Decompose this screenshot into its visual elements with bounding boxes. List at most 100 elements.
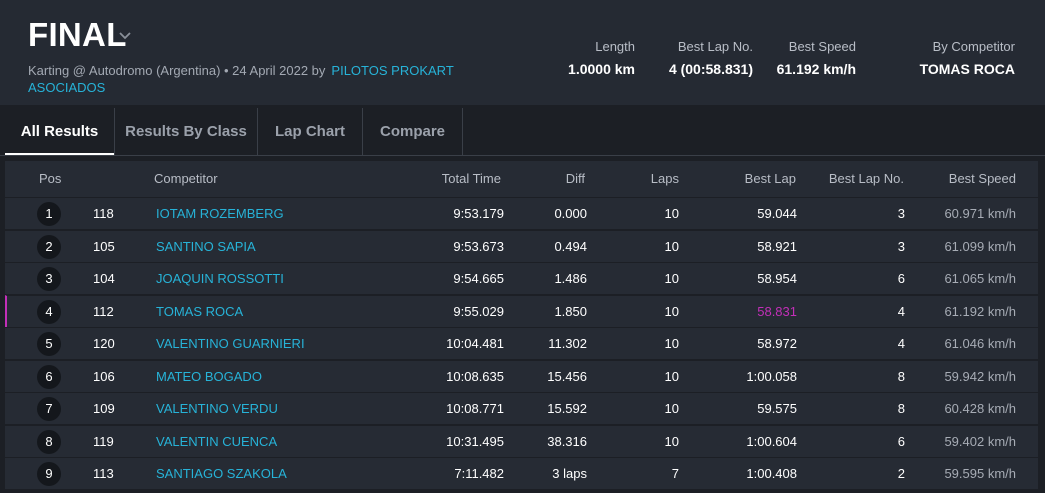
col-laps[interactable]: Laps	[650, 171, 679, 186]
session-subtitle: Karting @ Autodromo (Argentina) • 24 Apr…	[28, 62, 468, 96]
kart-number: 104	[93, 271, 115, 286]
total-time: 10:08.635	[446, 368, 504, 384]
diff-value: 15.456	[547, 368, 587, 384]
tab-compare[interactable]: Compare	[379, 123, 446, 140]
best-speed-value: 61.046 km/h	[944, 336, 1016, 351]
stat-best-lap-no-value: 4 (00:58.831)	[668, 61, 753, 77]
competitor-link[interactable]: JOAQUIN ROSSOTTI	[156, 271, 284, 286]
chevron-down-icon[interactable]	[118, 28, 132, 42]
table-row[interactable]: 2 105 SANTINO SAPIA 9:53.673 0.494 10 58.921 3 6…	[5, 229, 1038, 262]
position-badge: 1	[37, 202, 61, 226]
table-row[interactable]: 1 118 IOTAM ROZEMBERG 9:53.179 0.000 10 59.044…	[5, 197, 1038, 229]
stat-length-label: Length	[595, 39, 635, 54]
table-row[interactable]: 7 109 VALENTINO VERDU 10:08.771 15.592 10 59.5…	[5, 392, 1038, 424]
col-competitor[interactable]: Competitor	[154, 171, 218, 186]
stat-by-competitor-value: TOMAS ROCA	[919, 61, 1015, 77]
total-time: 10:04.481	[446, 336, 504, 351]
best-lap-no-value: 4	[897, 336, 905, 351]
table-row[interactable]: 5 120 VALENTINO GUARNIERI 10:04.481 11.302 10…	[5, 327, 1038, 359]
session-header: FINAL Karting @ Autodromo (Argentina) • …	[0, 0, 1045, 105]
kart-number: 119	[93, 433, 114, 449]
tab-divider	[462, 108, 463, 155]
page-title: FINAL	[28, 16, 127, 53]
position-badge: 5	[37, 332, 61, 356]
total-time: 9:53.179	[453, 206, 504, 221]
kart-number: 112	[93, 303, 114, 319]
col-total-time[interactable]: Total Time	[441, 171, 501, 186]
col-best-lap[interactable]: Best Lap	[744, 171, 796, 186]
col-diff[interactable]: Diff	[565, 171, 585, 186]
table-row[interactable]: 6 106 MATEO BOGADO 10:08.635 15.456 10 1:00.05…	[5, 359, 1038, 392]
competitor-link[interactable]: IOTAM ROZEMBERG	[156, 206, 284, 221]
tab-results-by-class[interactable]: Results By Class	[125, 123, 247, 140]
diff-value: 0.000	[554, 206, 587, 221]
kart-number: 118	[93, 206, 114, 221]
tab-lap-chart[interactable]: Lap Chart	[274, 123, 345, 140]
total-time: 9:55.029	[453, 303, 504, 319]
competitor-link[interactable]: TOMAS ROCA	[156, 303, 244, 319]
best-lap-value: 1:00.058	[746, 368, 797, 384]
col-best-lap-no[interactable]: Best Lap No.	[828, 171, 904, 186]
position-badge: 3	[37, 267, 61, 291]
competitor-link[interactable]: SANTIAGO SZAKOLA	[156, 466, 287, 481]
best-speed-value: 61.099 km/h	[944, 238, 1016, 254]
best-lap-no-value: 6	[897, 271, 905, 286]
best-lap-value: 58.954	[757, 271, 797, 286]
total-time: 9:54.665	[453, 271, 504, 286]
organizer-link[interactable]: PILOTOS PROKART ASOCIADOS	[28, 63, 454, 95]
best-lap-value: 1:00.408	[746, 466, 797, 481]
kart-number: 105	[93, 238, 115, 254]
kart-number: 113	[93, 466, 114, 481]
results-table-header: Pos Competitor Total Time Diff Laps Best…	[5, 161, 1038, 197]
best-lap-value: 58.972	[757, 336, 797, 351]
position-badge: 2	[37, 234, 61, 259]
diff-value: 11.302	[548, 336, 587, 351]
col-pos[interactable]: Pos	[39, 171, 62, 186]
table-row[interactable]: 4 112 TOMAS ROCA 9:55.029 1.850 10 58.831 4 61.1…	[5, 294, 1038, 327]
table-row[interactable]: 9 113 SANTIAGO SZAKOLA 7:11.482 3 laps 7 1:00.…	[5, 457, 1038, 489]
best-lap-no-value: 3	[897, 206, 905, 221]
competitor-link[interactable]: MATEO BOGADO	[156, 368, 262, 384]
best-lap-no-value: 2	[897, 466, 905, 481]
laps-value: 10	[664, 303, 679, 319]
position-badge: 7	[37, 397, 61, 421]
competitor-link[interactable]: VALENTIN CUENCA	[156, 433, 278, 449]
best-lap-no-value: 4	[897, 303, 905, 319]
col-best-speed[interactable]: Best Speed	[948, 171, 1016, 186]
laps-value: 10	[664, 336, 679, 351]
total-time: 10:31.495	[446, 433, 504, 449]
best-lap-no-value: 8	[897, 368, 905, 384]
stat-best-speed: Best Speed 61.192 km/h	[777, 39, 856, 77]
table-row[interactable]: 3 104 JOAQUIN ROSSOTTI 9:54.665 1.486 10 58.95…	[5, 262, 1038, 294]
best-speed-value: 59.402 km/h	[944, 433, 1016, 449]
best-speed-value: 59.595 km/h	[944, 466, 1016, 481]
tab-all-results[interactable]: All Results	[5, 108, 114, 155]
competitor-link[interactable]: SANTINO SAPIA	[156, 238, 256, 254]
laps-value: 10	[664, 271, 679, 286]
competitor-link[interactable]: VALENTINO VERDU	[156, 401, 278, 416]
best-speed-value: 60.971 km/h	[944, 206, 1016, 221]
tabs-divider	[0, 155, 1045, 156]
laps-value: 10	[664, 238, 679, 254]
session-location-date: Karting @ Autodromo (Argentina) • 24 Apr…	[28, 63, 326, 78]
diff-value: 1.486	[554, 271, 587, 286]
stat-length: Length 1.0000 km	[568, 39, 635, 77]
tab-divider	[114, 108, 115, 155]
laps-value: 7	[671, 466, 679, 481]
kart-number: 120	[93, 336, 115, 351]
table-row[interactable]: 8 119 VALENTIN CUENCA 10:31.495 38.316 10 1:00…	[5, 424, 1038, 457]
laps-value: 10	[664, 401, 679, 416]
stat-best-lap-no: Best Lap No. 4 (00:58.831)	[669, 39, 753, 77]
best-lap-no-value: 8	[897, 401, 905, 416]
total-time: 9:53.673	[453, 238, 504, 254]
diff-value: 38.316	[547, 433, 587, 449]
stat-best-lap-no-label: Best Lap No.	[677, 39, 753, 54]
diff-value: 1.850	[554, 303, 587, 319]
best-speed-value: 61.192 km/h	[944, 303, 1016, 319]
best-lap-value: 59.044	[757, 206, 797, 221]
competitor-link[interactable]: VALENTINO GUARNIERI	[156, 336, 305, 351]
diff-value: 15.592	[547, 401, 587, 416]
stat-best-speed-value: 61.192 km/h	[776, 61, 856, 77]
best-speed-value: 61.065 km/h	[944, 271, 1016, 286]
best-lap-value: 59.575	[757, 401, 797, 416]
